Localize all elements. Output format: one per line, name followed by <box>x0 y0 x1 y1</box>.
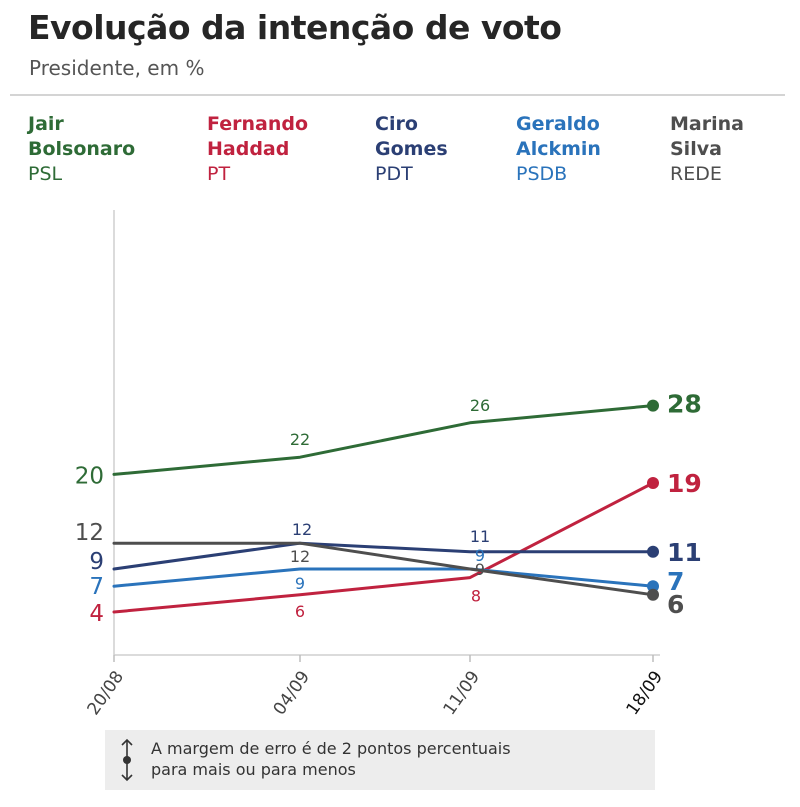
error-margin-line2: para mais ou para menos <box>151 760 356 779</box>
legend-party: REDE <box>670 163 722 185</box>
legend-name-line1: Geraldo <box>516 113 600 135</box>
data-label-pt: 6 <box>295 602 305 621</box>
data-label-psl: 22 <box>290 430 310 449</box>
legend: Jair Bolsonaro PSL Fernando Haddad PT Ci… <box>0 112 800 192</box>
error-margin-note: A margem de erro é de 2 pontos percentua… <box>105 730 655 790</box>
legend-name-line2: Bolsonaro <box>28 138 136 160</box>
end-value-label-rede: 6 <box>667 590 684 619</box>
x-tick-label: 04/09 <box>270 667 314 719</box>
end-value-label-psl: 28 <box>667 390 702 419</box>
legend-name-line2: Silva <box>670 138 722 160</box>
legend-name-line1: Ciro <box>375 113 418 135</box>
legend-item-alckmin: Geraldo Alckmin PSDB <box>516 112 666 187</box>
chart-subtitle: Presidente, em % <box>29 56 205 80</box>
data-label-pt: 8 <box>471 587 481 606</box>
data-label-pdt: 12 <box>292 520 312 539</box>
x-tick-label: 20/08 <box>84 667 128 719</box>
data-label-psl: 26 <box>470 396 490 415</box>
end-marker-psdb <box>647 580 659 593</box>
end-value-label-pt: 19 <box>667 469 702 498</box>
series-line-psl <box>112 404 655 476</box>
legend-name-line2: Alckmin <box>516 138 601 160</box>
chart-title: Evolução da intenção de voto <box>28 8 562 47</box>
legend-party: PSDB <box>516 163 568 185</box>
data-label-psl: 20 <box>75 463 104 489</box>
header-divider <box>10 94 785 96</box>
legend-name-line1: Fernando <box>207 113 308 135</box>
data-label-pdt: 9 <box>89 549 104 575</box>
error-margin-line1: A margem de erro é de 2 pontos percentua… <box>151 739 511 758</box>
error-margin-text: A margem de erro é de 2 pontos percentua… <box>151 738 511 780</box>
legend-party: PSL <box>28 163 63 185</box>
legend-name-line2: Gomes <box>375 138 448 160</box>
series-line-rede <box>112 541 655 597</box>
x-tick-label: 18/09 <box>623 667 667 719</box>
end-value-label-pdt: 11 <box>667 538 702 567</box>
legend-item-ciro: Ciro Gomes PDT <box>375 112 525 187</box>
legend-item-haddad: Fernando Haddad PT <box>207 112 357 187</box>
data-label-rede: 12 <box>290 547 310 566</box>
data-label-pdt: 11 <box>470 527 490 546</box>
data-label-pt: 4 <box>89 601 104 627</box>
end-marker-pdt <box>647 545 659 558</box>
end-value-label-psdb: 7 <box>667 567 684 596</box>
series-line-pt <box>112 481 655 614</box>
end-marker-rede <box>647 588 659 601</box>
legend-name-line1: Marina <box>670 113 744 135</box>
legend-name-line1: Jair <box>28 113 64 135</box>
data-label-rede: 12 <box>75 520 104 546</box>
series-line-psdb <box>112 567 655 588</box>
legend-item-bolsonaro: Jair Bolsonaro PSL <box>28 112 178 187</box>
end-marker-psl <box>647 399 659 412</box>
legend-party: PDT <box>375 163 413 185</box>
data-label-rede: 9 <box>475 560 485 579</box>
x-tick-label: 11/09 <box>440 667 484 719</box>
data-label-psdb: 9 <box>475 546 485 565</box>
series-line-pdt <box>112 541 655 571</box>
legend-item-marina: Marina Silva REDE <box>670 112 800 187</box>
end-marker-pt <box>647 477 659 489</box>
data-label-psdb: 9 <box>295 574 305 593</box>
error-margin-icon <box>121 738 133 782</box>
data-label-psdb: 7 <box>89 574 104 600</box>
legend-name-line2: Haddad <box>207 138 290 160</box>
legend-party: PT <box>207 163 231 185</box>
